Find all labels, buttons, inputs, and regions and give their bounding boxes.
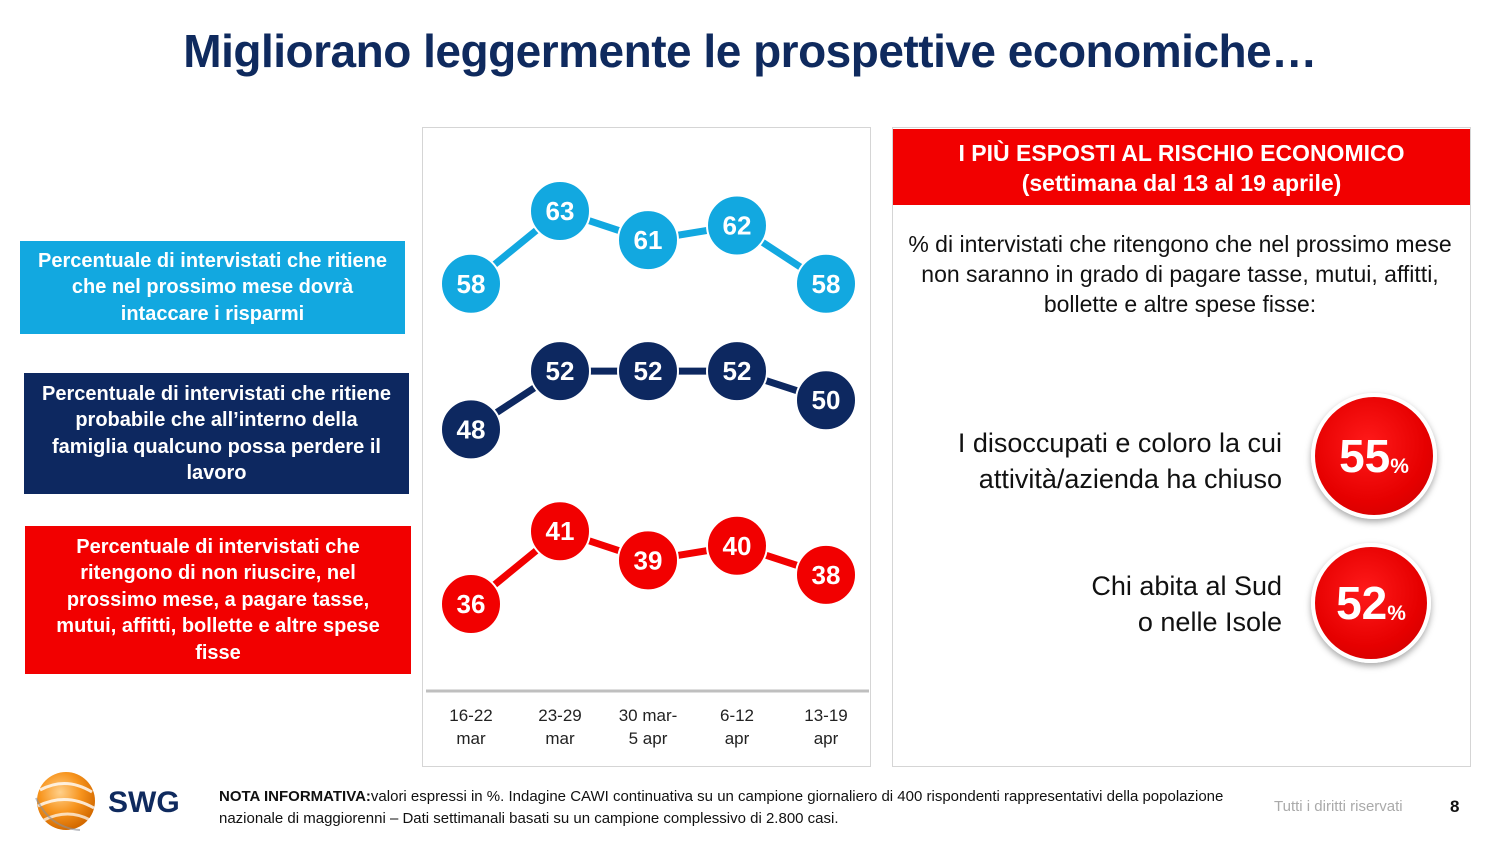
swg-logo-icon — [35, 772, 95, 831]
risk-value: 52 — [1336, 577, 1388, 629]
x-tick-label: 6-12 apr — [692, 704, 782, 750]
risk-item-line: Chi abita al Sud — [1091, 571, 1282, 601]
data-label: 39 — [634, 545, 663, 575]
risk-item-line: I disoccupati e coloro la cui — [957, 428, 1282, 458]
data-label: 52 — [723, 356, 752, 386]
risk-header: I PIÙ ESPOSTI AL RISCHIO ECONOMICO (sett… — [893, 129, 1470, 205]
x-tick-line: mar — [456, 729, 486, 748]
data-label: 40 — [723, 531, 752, 561]
legend-job-loss-text: Percentuale di intervistati che ritiene … — [41, 382, 391, 485]
x-tick-line: 13-19 — [804, 706, 848, 725]
x-tick-line: apr — [724, 729, 750, 748]
risk-item-line: o nelle Isole — [1137, 607, 1282, 637]
x-tick-label: 16-22 mar — [426, 704, 516, 750]
data-point — [706, 514, 768, 577]
data-point — [795, 252, 857, 315]
risk-value-badge: 52% — [1311, 543, 1431, 663]
legend-savings-text: Percentuale di intervistati che ritiene … — [37, 249, 387, 325]
risk-unit: % — [1390, 455, 1409, 478]
data-point — [795, 543, 857, 606]
chart-panel — [422, 127, 871, 767]
rights-text: Tutti i diritti riservati — [1274, 798, 1403, 815]
risk-item-unemployed: I disoccupati e coloro la cui attività/a… — [902, 425, 1282, 497]
data-label: 41 — [546, 516, 575, 546]
legend-job-loss: Percentuale di intervistati che ritiene … — [24, 373, 409, 494]
x-tick-line: mar — [545, 729, 575, 748]
data-label: 38 — [812, 560, 841, 590]
x-tick-label: 30 mar- 5 apr — [603, 704, 693, 750]
data-point — [706, 194, 768, 257]
page-number: 8 — [1450, 797, 1460, 816]
x-tick-label: 13-19 apr — [781, 704, 871, 750]
risk-value-badge: 55% — [1311, 393, 1437, 519]
risk-value: 55 — [1339, 430, 1391, 482]
data-point — [617, 529, 679, 592]
data-label: 52 — [546, 356, 575, 386]
data-label: 61 — [634, 225, 663, 255]
x-tick-line: 16-22 — [449, 706, 493, 725]
data-point — [440, 573, 502, 635]
data-point — [440, 398, 502, 461]
risk-description: % di intervistati che ritengono che nel … — [908, 231, 1452, 317]
data-point — [529, 180, 591, 242]
data-label: 58 — [812, 269, 841, 299]
risk-item-south: Chi abita al Sud o nelle Isole — [902, 568, 1282, 640]
x-tick-label: 23-29 mar — [515, 704, 605, 750]
data-label: 50 — [812, 385, 841, 415]
data-point — [529, 500, 591, 563]
data-point — [795, 369, 857, 432]
risk-panel — [892, 127, 1471, 767]
data-label: 58 — [457, 269, 486, 299]
risk-unit: % — [1387, 602, 1406, 625]
data-label: 63 — [546, 196, 575, 226]
risk-header-subtitle: (settimana dal 13 al 19 aprile) — [1021, 170, 1342, 196]
x-tick-line: apr — [813, 729, 839, 748]
swg-logo-text: SWG — [108, 786, 180, 819]
data-label: 52 — [634, 356, 663, 386]
legend-savings: Percentuale di intervistati che ritiene … — [20, 241, 405, 334]
footnote-text: valori espressi in %. Indagine CAWI cont… — [219, 788, 1224, 827]
data-point — [706, 340, 768, 403]
legend-payments-text: Percentuale di intervistati che ritengon… — [56, 535, 380, 664]
footnote: NOTA INFORMATIVA:valori espressi in %. I… — [219, 786, 1239, 830]
data-label: 48 — [457, 414, 486, 444]
x-tick-line: 30 mar- — [618, 706, 678, 725]
data-point — [617, 209, 679, 272]
x-tick-line: 6-12 — [719, 706, 755, 725]
risk-item-line: attività/azienda ha chiuso — [978, 464, 1282, 494]
data-label: 62 — [723, 211, 752, 241]
x-tick-line: 23-29 — [538, 706, 582, 725]
data-point — [440, 252, 502, 315]
page-title: Migliorano leggermente le prospettive ec… — [183, 25, 1317, 77]
footnote-label: NOTA INFORMATIVA: — [219, 788, 371, 805]
data-point — [529, 340, 591, 403]
x-tick-line: 5 apr — [628, 729, 668, 748]
data-label: 36 — [457, 589, 486, 619]
risk-header-title: I PIÙ ESPOSTI AL RISCHIO ECONOMICO — [958, 140, 1405, 166]
data-point — [617, 340, 679, 403]
legend-payments: Percentuale di intervistati che ritengon… — [25, 526, 411, 674]
